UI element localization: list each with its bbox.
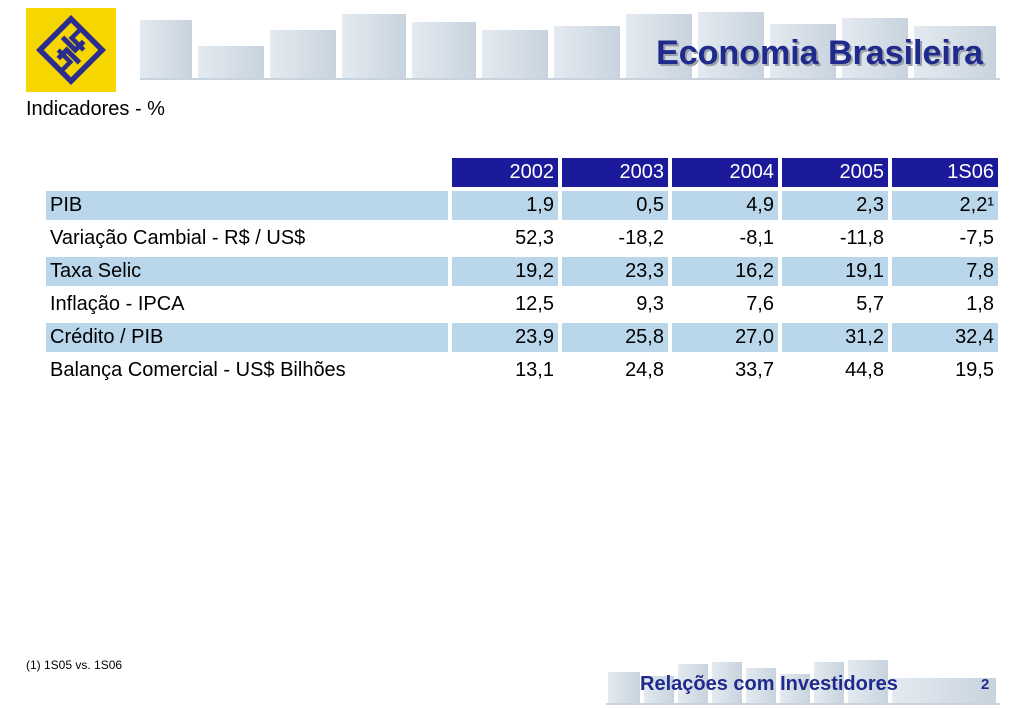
table-cell: 1,8 (966, 293, 994, 315)
table-cell: 2,2¹ (892, 191, 998, 220)
row-label: PIB (46, 191, 448, 220)
table-cell: 12,5 (515, 293, 554, 315)
column-header: 1S06 (892, 158, 998, 187)
table-cell: 25,8 (562, 323, 668, 352)
table-cell: 23,3 (562, 257, 668, 286)
footer-label: Relações com Investidores (640, 673, 898, 695)
header-blank-cell (46, 158, 448, 187)
table-cell: 19,1 (782, 257, 888, 286)
header-divider (140, 78, 1000, 80)
bank-logo (26, 8, 116, 92)
table-cell: 24,8 (625, 359, 664, 381)
table-cell: 16,2 (672, 257, 778, 286)
table-cell: 33,7 (735, 359, 774, 381)
table-cell: 27,0 (672, 323, 778, 352)
table-cell: 32,4 (892, 323, 998, 352)
table-cell: 7,6 (746, 293, 774, 315)
row-label: Balança Comercial - US$ Bilhões (50, 359, 346, 381)
table-cell: -18,2 (618, 227, 664, 249)
table-row: Inflação - IPCA 12,5 9,3 7,6 5,7 1,8 (46, 290, 998, 319)
table-cell: 9,3 (636, 293, 664, 315)
table-cell: 2,3 (782, 191, 888, 220)
header-decoration (140, 12, 996, 78)
table-cell: -8,1 (739, 227, 774, 249)
table-header-row: 2002 2003 2004 2005 1S06 (46, 158, 998, 187)
footer-divider (606, 703, 1000, 705)
column-header: 2002 (452, 158, 558, 187)
table-row: Variação Cambial - R$ / US$ 52,3 -18,2 -… (46, 224, 998, 253)
table-cell: 19,2 (452, 257, 558, 286)
table-cell: 31,2 (782, 323, 888, 352)
table-cell: 5,7 (856, 293, 884, 315)
table-row: PIB 1,9 0,5 4,9 2,3 2,2¹ (46, 191, 998, 220)
table-row: Crédito / PIB 23,9 25,8 27,0 31,2 32,4 (46, 323, 998, 352)
page-title: Economia Brasileira (656, 34, 983, 72)
table-cell: -7,5 (959, 227, 994, 249)
table-row: Taxa Selic 19,2 23,3 16,2 19,1 7,8 (46, 257, 998, 286)
table-cell: 1,9 (452, 191, 558, 220)
table-cell: 4,9 (672, 191, 778, 220)
footer-decoration (608, 660, 996, 704)
table-cell: 19,5 (955, 359, 994, 381)
table-subtitle: Indicadores - % (26, 98, 165, 120)
row-label: Taxa Selic (46, 257, 448, 286)
table-cell: 0,5 (562, 191, 668, 220)
table-cell: 7,8 (892, 257, 998, 286)
indicators-table: 2002 2003 2004 2005 1S06 PIB 1,9 0,5 4,9… (42, 154, 1002, 389)
column-header: 2003 (562, 158, 668, 187)
column-header: 2004 (672, 158, 778, 187)
table-cell: 52,3 (515, 227, 554, 249)
row-label: Crédito / PIB (46, 323, 448, 352)
table-cell: 13,1 (515, 359, 554, 381)
table-cell: 23,9 (452, 323, 558, 352)
table-cell: 44,8 (845, 359, 884, 381)
page-number: 2 (981, 676, 990, 693)
row-label: Inflação - IPCA (50, 293, 185, 315)
table-row: Balança Comercial - US$ Bilhões 13,1 24,… (46, 356, 998, 385)
footnote: (1) 1S05 vs. 1S06 (26, 658, 123, 672)
table-cell: -11,8 (839, 227, 884, 249)
column-header: 2005 (782, 158, 888, 187)
row-label: Variação Cambial - R$ / US$ (50, 227, 306, 249)
